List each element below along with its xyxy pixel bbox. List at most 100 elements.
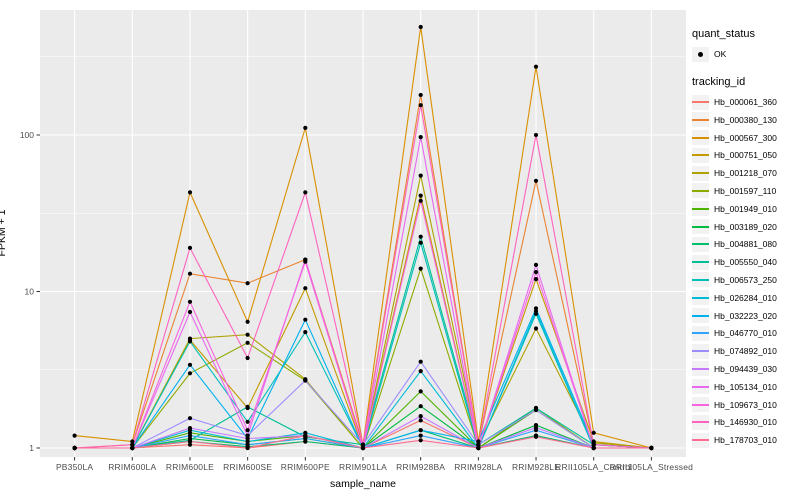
x-axis-title: sample_name: [330, 478, 396, 490]
x-tick-label: RRIM928LE: [512, 462, 560, 472]
data-point: [533, 407, 539, 413]
line-glyph: [692, 243, 709, 246]
data-point: [418, 418, 423, 423]
data-point: [418, 240, 423, 245]
data-point: [418, 369, 423, 374]
data-point: [591, 445, 596, 451]
line-swatch-icon: [692, 379, 709, 395]
legend-item-label: Hb_001597_110: [714, 185, 777, 196]
data-point: [245, 433, 250, 438]
data-point: [245, 439, 250, 444]
legend-item-label: Hb_005550_040: [714, 257, 777, 268]
line-glyph: [692, 261, 709, 264]
data-point: [476, 445, 481, 451]
data-point: [72, 433, 77, 438]
legend-item-label: Hb_026284_010: [714, 292, 777, 303]
line-glyph: [692, 278, 709, 281]
legend-item-label: Hb_105134_010: [714, 381, 777, 392]
data-point: [245, 428, 250, 433]
line-swatch-icon: [692, 147, 709, 163]
line-swatch-icon: [692, 130, 709, 146]
legend-item-Hb_000567_300: Hb_000567_300: [692, 130, 800, 146]
legend-item-Hb_046770_010: Hb_046770_010: [692, 325, 800, 341]
legend-item-label: Hb_000567_300: [714, 132, 777, 143]
axis-ticks: [36, 134, 652, 461]
line-swatch-icon: [692, 219, 709, 235]
legend-item-label: Hb_094439_030: [714, 363, 777, 374]
data-point: [533, 277, 539, 282]
data-point: [245, 436, 250, 441]
legend-item-Hb_000061_360: Hb_000061_360: [692, 94, 800, 110]
legend-item-label: OK: [714, 49, 727, 59]
legend-item-quant-ok: OK: [692, 46, 800, 62]
legend-item-Hb_026284_010: Hb_026284_010: [692, 290, 800, 306]
data-point: [418, 359, 423, 364]
line-glyph: [692, 118, 709, 121]
legend-item-label: Hb_003189_020: [714, 221, 777, 232]
line-glyph: [692, 439, 709, 442]
data-point: [533, 262, 539, 267]
data-point: [130, 445, 135, 451]
line-swatch-icon: [692, 272, 709, 288]
legend-quant-rows: OK: [692, 46, 800, 62]
legend-item-Hb_094439_030: Hb_094439_030: [692, 361, 800, 377]
data-point: [533, 306, 539, 311]
line-glyph: [692, 332, 709, 335]
x-tick-label: RRII105LA_Stressed: [610, 462, 694, 472]
y-tick-label: 100: [20, 130, 34, 140]
data-point: [418, 404, 423, 409]
data-point: [245, 355, 250, 361]
line-swatch-icon: [692, 308, 709, 324]
x-tick-label: RRIM901LA: [339, 462, 387, 472]
legend-item-Hb_032223_020: Hb_032223_020: [692, 308, 800, 324]
legend-item-Hb_105134_010: Hb_105134_010: [692, 379, 800, 395]
data-point: [245, 419, 250, 424]
line-swatch-icon: [692, 290, 709, 306]
line-swatch-icon: [692, 183, 709, 199]
data-point: [245, 281, 250, 286]
line-swatch-icon: [692, 325, 709, 341]
line-glyph: [692, 189, 709, 192]
legend-item-Hb_000380_130: Hb_000380_130: [692, 112, 800, 128]
legend-item-Hb_004881_080: Hb_004881_080: [692, 236, 800, 252]
y-tick-labels: 1 10 100: [20, 130, 34, 453]
data-point: [418, 135, 423, 140]
legend-item-Hb_178703_010: Hb_178703_010: [692, 432, 800, 448]
y-tick-label: 10: [25, 287, 35, 297]
line-glyph: [692, 314, 709, 317]
data-point: [245, 332, 250, 337]
legend-item-Hb_146930_010: Hb_146930_010: [692, 414, 800, 430]
data-point: [303, 125, 308, 130]
data-point: [187, 362, 193, 367]
data-point: [245, 445, 250, 451]
data-point: [187, 426, 193, 431]
data-point: [418, 266, 423, 271]
data-point: [418, 92, 423, 98]
legend-item-label: Hb_006573_250: [714, 274, 777, 285]
legend: quant_status OK tracking_id Hb_000061_36…: [692, 28, 800, 450]
legend-title-tracking-id: tracking_id: [692, 76, 746, 88]
y-tick-label: 1: [29, 443, 34, 453]
x-tick-label: RRIM600LA: [108, 462, 156, 472]
data-point: [360, 445, 366, 451]
data-point: [591, 442, 596, 447]
data-point: [533, 434, 539, 439]
legend-item-Hb_006573_250: Hb_006573_250: [692, 272, 800, 288]
x-tick-labels: PB350LA RRIM600LA RRIM600LE RRIM600SE RRIM60…: [56, 462, 693, 472]
line-glyph: [692, 207, 709, 210]
data-point: [72, 445, 77, 451]
line-glyph: [692, 172, 709, 175]
legend-item-label: Hb_109673_010: [714, 399, 777, 410]
data-point: [130, 442, 135, 447]
legend-item-label: Hb_000380_130: [714, 114, 777, 125]
legend-item-Hb_074892_010: Hb_074892_010: [692, 343, 800, 359]
x-tick-label: RRIM928BA: [396, 462, 445, 472]
legend-tracking-id: tracking_id Hb_000061_360 Hb_000380_130 Hb…: [692, 76, 800, 448]
data-point: [360, 442, 366, 447]
data-point: [418, 234, 423, 239]
legend-item-label: Hb_000751_050: [714, 150, 777, 161]
line-swatch-icon: [692, 254, 709, 270]
legend-item-label: Hb_032223_020: [714, 310, 777, 321]
point-glyph: [698, 51, 703, 57]
